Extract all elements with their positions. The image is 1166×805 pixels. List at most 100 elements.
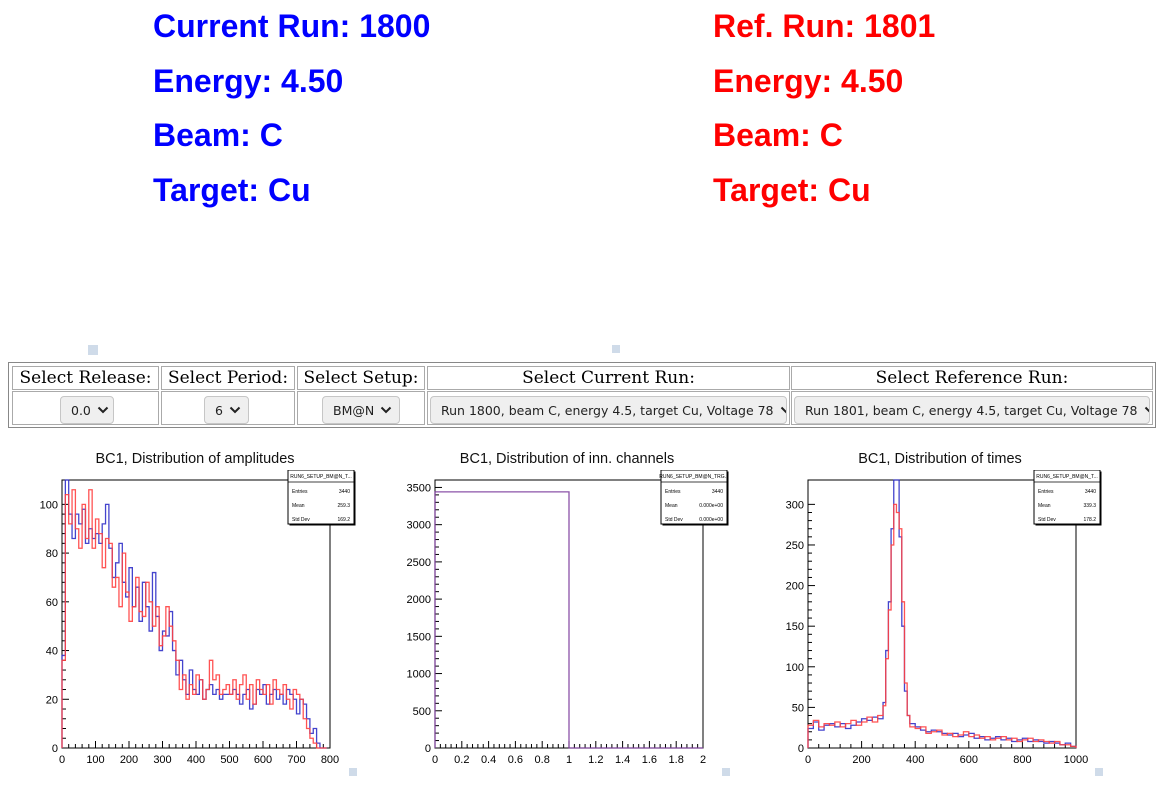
layout-marker [1095, 768, 1103, 776]
stats-row-value: 169.2 [337, 517, 350, 523]
y-tick-label: 150 [786, 621, 804, 633]
stats-row-label: Entries [665, 489, 681, 495]
x-tick-label: 400 [906, 754, 924, 766]
release-cell: 0.0 [12, 391, 159, 425]
stats-row-value: 3440 [712, 489, 723, 495]
stats-box [287, 470, 355, 525]
x-tick-label: 200 [120, 754, 138, 766]
x-tick-label: 0.2 [454, 754, 469, 766]
stats-row-label: Mean [292, 503, 305, 509]
x-tick-label: 1.8 [669, 754, 684, 766]
histogram-series-line [434, 491, 703, 749]
stats-box [660, 470, 728, 525]
layout-marker [88, 345, 98, 355]
x-tick-label: 800 [321, 754, 339, 766]
chevron-down-icon [229, 406, 241, 414]
stats-box [1033, 470, 1101, 525]
x-tick-label: 700 [287, 754, 305, 766]
reference-run-target: Target: Cu [713, 172, 871, 208]
stats-row-value: 339.3 [1083, 503, 1096, 509]
stats-box-name: RUN6_SETUP_BM@N_T... [290, 474, 351, 480]
reference-run-title: Ref. Run: 1801 [713, 8, 936, 44]
channels-plot-title: BC1, Distribution of inn. channels [459, 451, 675, 467]
layout-marker [722, 768, 730, 776]
x-tick-label: 1.4 [615, 754, 630, 766]
reference-run-cell: Run 1801, beam C, energy 4.5, target Cu,… [791, 391, 1153, 425]
y-tick-label: 50 [792, 702, 804, 714]
chevron-down-icon [1144, 406, 1149, 413]
chevron-down-icon [381, 406, 392, 414]
current-run-energy: Energy: 4.50 [153, 63, 344, 99]
y-tick-label: 40 [46, 646, 58, 658]
current-run-target: Target: Cu [153, 172, 311, 208]
histogram-series-line [61, 489, 327, 749]
stats-row-label: Std Dev [665, 517, 683, 523]
current-run-select[interactable]: Run 1800, beam C, energy 4.5, target Cu,… [430, 396, 787, 424]
y-tick-label: 80 [46, 548, 58, 560]
y-tick-label: 0 [798, 743, 804, 755]
reference-run-header: Select Reference Run: [791, 366, 1153, 390]
period-select-value: 6 [215, 402, 223, 418]
x-tick-label: 0.8 [535, 754, 550, 766]
y-tick-label: 3000 [407, 520, 431, 532]
release-header: Select Release: [12, 366, 159, 390]
stats-row-value: 3440 [1085, 489, 1096, 495]
x-tick-label: 600 [254, 754, 272, 766]
current-run-select-value: Run 1800, beam C, energy 4.5, target Cu,… [441, 402, 774, 418]
stats-row-label: Mean [1038, 503, 1051, 509]
x-tick-label: 100 [86, 754, 104, 766]
stats-box-name: RUN6_SETUP_BM@N_T... [1036, 474, 1097, 480]
stats-row-value: 259.3 [337, 503, 350, 509]
release-select-value: 0.0 [71, 402, 91, 418]
y-tick-label: 0 [52, 743, 58, 755]
setup-select[interactable]: BM@N [322, 396, 400, 424]
y-tick-label: 300 [786, 499, 804, 511]
reference-run-select[interactable]: Run 1801, beam C, energy 4.5, target Cu,… [794, 396, 1150, 424]
y-tick-label: 60 [46, 597, 58, 609]
channels-histogram: 0 0.2 0.4 0.6 0.8 1 1.2 1.4 1.6 1.8 2 0 500 1000 1500 2… [407, 470, 729, 766]
period-select[interactable]: 6 [204, 396, 249, 424]
layout-marker [612, 345, 620, 353]
y-tick-label: 2500 [407, 557, 431, 569]
stats-row-label: Std Dev [1038, 517, 1056, 523]
stats-row-label: Std Dev [292, 517, 310, 523]
y-tick-label: 3500 [407, 482, 431, 494]
stats-row-label: Mean [665, 503, 678, 509]
stats-row-label: Entries [292, 489, 308, 495]
y-tick-label: 0 [425, 743, 431, 755]
setup-cell: BM@N [297, 391, 425, 425]
selector-table: Select Release: Select Period: Select Se… [8, 362, 1156, 428]
x-tick-label: 0 [805, 754, 811, 766]
x-tick-label: 800 [1013, 754, 1031, 766]
x-tick-label: 0 [432, 754, 438, 766]
reference-run-beam: Beam: C [713, 117, 843, 153]
current-run-cell: Run 1800, beam C, energy 4.5, target Cu,… [427, 391, 790, 425]
times-plot-title: BC1, Distribution of times [858, 451, 1022, 467]
x-tick-label: 0.6 [508, 754, 523, 766]
y-tick-label: 1000 [407, 669, 431, 681]
y-tick-label: 1500 [407, 631, 431, 643]
y-tick-label: 20 [46, 694, 58, 706]
amplitudes-histogram: 0 100 200 300 400 500 600 700 800 0 20 40 60 80 100 RUN… [40, 470, 356, 766]
current-run-beam: Beam: C [153, 117, 283, 153]
x-tick-label: 1.6 [642, 754, 657, 766]
stats-row-label: Entries [1038, 489, 1054, 495]
x-tick-label: 0.4 [481, 754, 496, 766]
times-histogram: 0 200 400 600 800 1000 0 50 100 150 200 250 300 RUN6_… [786, 470, 1102, 766]
x-tick-label: 600 [960, 754, 978, 766]
period-header: Select Period: [161, 366, 295, 390]
x-tick-label: 0 [59, 754, 65, 766]
stats-row-value: 0.000e+00 [699, 503, 723, 509]
reference-run-energy: Energy: 4.50 [713, 63, 904, 99]
chevron-down-icon [97, 406, 109, 414]
stats-row-value: 178.2 [1083, 517, 1096, 523]
release-select[interactable]: 0.0 [60, 396, 114, 424]
x-tick-label: 1000 [1064, 754, 1088, 766]
current-run-header: Select Current Run: [427, 366, 790, 390]
stats-box-name: RUN6_SETUP_BM@N_TRG... [659, 474, 729, 480]
chevron-down-icon [780, 406, 786, 414]
y-tick-label: 500 [413, 706, 431, 718]
setup-select-value: BM@N [333, 402, 375, 418]
setup-header: Select Setup: [297, 366, 425, 390]
amplitudes-plot-title: BC1, Distribution of amplitudes [95, 451, 295, 467]
